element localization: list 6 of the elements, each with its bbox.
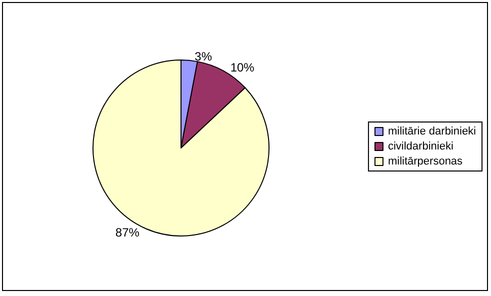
legend-label: civildarbinieki xyxy=(388,140,454,152)
data-label: 10% xyxy=(230,60,255,74)
legend-label: militārpersonas xyxy=(388,156,464,168)
data-label: 3% xyxy=(194,49,212,64)
legend-label: militārie darbinieki xyxy=(388,126,476,138)
data-label: 87% xyxy=(115,225,140,240)
